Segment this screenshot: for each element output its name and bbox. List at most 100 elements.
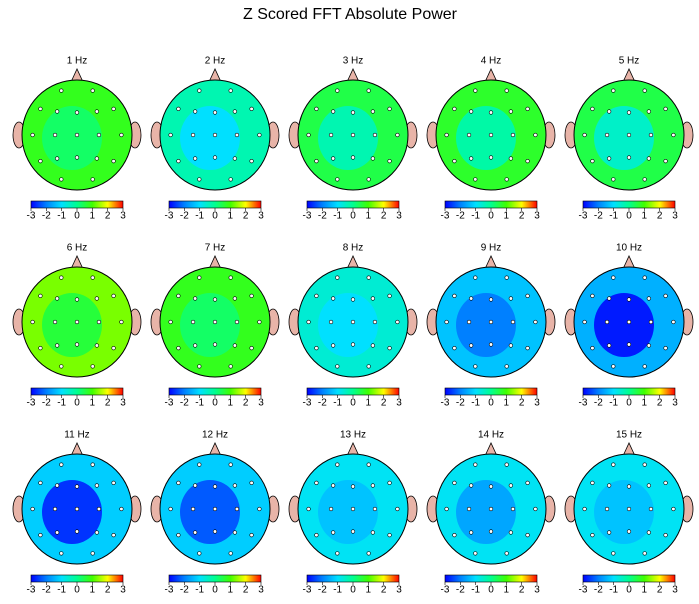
electrode xyxy=(646,530,651,535)
electrode xyxy=(38,106,43,111)
electrode xyxy=(508,343,513,348)
colorbar-tick-label: -1 xyxy=(195,211,204,222)
electrode xyxy=(642,88,647,93)
electrode xyxy=(372,319,378,325)
colorbar-tick-label: 1 xyxy=(228,211,234,222)
colorbar-tick-label: 3 xyxy=(672,398,678,409)
electrode xyxy=(452,106,457,111)
electrode xyxy=(212,506,218,512)
electrode xyxy=(395,319,400,325)
electrode xyxy=(525,346,530,351)
electrode xyxy=(366,364,371,369)
electrode xyxy=(119,132,124,138)
colorbar-tick-label: 3 xyxy=(672,585,678,596)
electrode xyxy=(366,177,371,182)
colorbar-tick-label: -1 xyxy=(471,211,480,222)
electrode xyxy=(74,529,80,534)
electrode xyxy=(525,106,530,111)
colorbar-tick-label: -1 xyxy=(57,585,66,596)
colorbar-tick-label: 0 xyxy=(626,211,632,222)
head-outline xyxy=(159,453,271,565)
electrode xyxy=(228,551,233,556)
electrode xyxy=(387,480,392,485)
colorbar-tick-label: 0 xyxy=(212,585,218,596)
electrode xyxy=(111,346,116,351)
colorbar-tick-label: 1 xyxy=(504,211,510,222)
electrode xyxy=(488,529,494,534)
electrode xyxy=(488,506,494,512)
head-outline xyxy=(573,453,685,565)
colorbar xyxy=(444,387,538,396)
electrode xyxy=(212,319,218,325)
electrode xyxy=(582,319,587,325)
panel-label: 13 Hz xyxy=(340,430,366,441)
electrode xyxy=(370,483,375,488)
electrode xyxy=(626,319,632,325)
electrode xyxy=(590,346,595,351)
electrode xyxy=(466,319,472,325)
panel-label: 8 Hz xyxy=(343,243,364,254)
colorbar-tick-label: 1 xyxy=(228,585,234,596)
electrode xyxy=(193,483,198,488)
electrode xyxy=(642,364,647,369)
colorbar-tick-label: -3 xyxy=(165,585,174,596)
electrode xyxy=(350,132,356,138)
electrode xyxy=(257,506,262,512)
electrode xyxy=(197,551,202,556)
panel-label: 10 Hz xyxy=(616,243,642,254)
electrode xyxy=(533,319,538,325)
colorbar-tick-label: 3 xyxy=(534,211,540,222)
electrode xyxy=(611,88,616,93)
electrode xyxy=(193,109,198,114)
electrode xyxy=(607,156,612,161)
colorbar xyxy=(582,387,676,396)
electrode xyxy=(607,483,612,488)
electrode xyxy=(331,296,336,301)
colorbar-tick-label: -3 xyxy=(441,398,450,409)
electrode xyxy=(582,132,587,138)
electrode xyxy=(387,293,392,298)
head-outline xyxy=(159,79,271,191)
colorbar-tick-label: 2 xyxy=(657,398,663,409)
panel-label: 12 Hz xyxy=(202,430,228,441)
electrode xyxy=(611,275,616,280)
colorbar-tick-label: 3 xyxy=(258,211,264,222)
electrode xyxy=(473,551,478,556)
center-power xyxy=(594,106,654,170)
colorbar-tick-label: 1 xyxy=(90,585,96,596)
panel-label: 14 Hz xyxy=(478,430,504,441)
electrode xyxy=(372,132,378,138)
colorbar-tick-label: -1 xyxy=(195,398,204,409)
panel-label: 11 Hz xyxy=(64,430,89,441)
electrode xyxy=(228,462,233,467)
electrode xyxy=(533,132,538,138)
colorbar-tick-label: -3 xyxy=(303,398,312,409)
center-power xyxy=(42,106,102,170)
electrode xyxy=(452,533,457,538)
colorbar-tick-label: 2 xyxy=(381,585,387,596)
colorbar-tick-label: 0 xyxy=(74,211,80,222)
electrode xyxy=(249,106,254,111)
head-outline xyxy=(297,266,409,378)
electrode xyxy=(350,319,356,325)
electrode xyxy=(94,530,99,535)
colorbar-tick-label: 2 xyxy=(519,211,525,222)
electrode xyxy=(504,177,509,182)
colorbar-tick-label: -1 xyxy=(333,398,342,409)
electrode xyxy=(335,275,340,280)
head-outline xyxy=(21,79,133,191)
electrode xyxy=(510,319,516,325)
colorbar-tick-label: 0 xyxy=(212,398,218,409)
electrode xyxy=(193,343,198,348)
electrode xyxy=(212,297,218,302)
electrode xyxy=(59,364,64,369)
electrode xyxy=(504,551,509,556)
electrode xyxy=(119,506,124,512)
electrode xyxy=(350,155,356,160)
electrode xyxy=(212,529,218,534)
electrode xyxy=(626,155,632,160)
electrode xyxy=(197,177,202,182)
electrode xyxy=(314,533,319,538)
electrode xyxy=(232,530,237,535)
